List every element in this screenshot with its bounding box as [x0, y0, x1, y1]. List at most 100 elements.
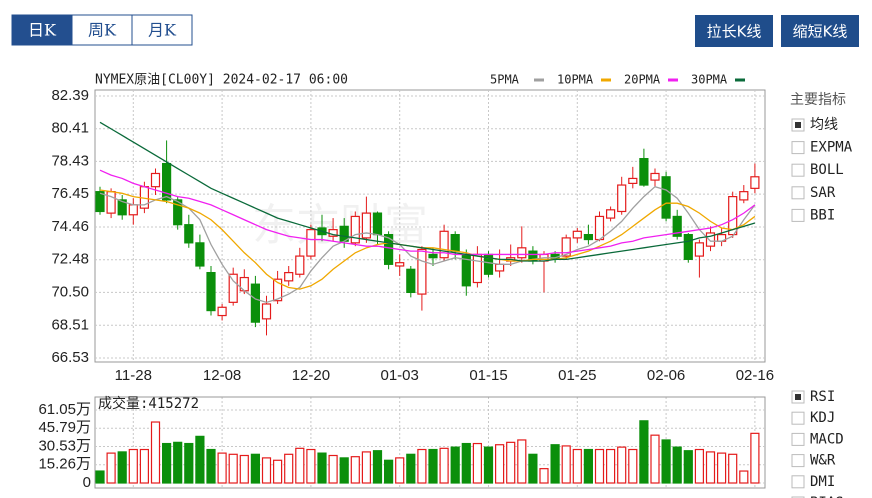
volume-bar — [517, 439, 527, 484]
candle-body — [728, 196, 738, 236]
volume-bar — [439, 447, 449, 484]
volume-bar — [683, 450, 693, 484]
candle-body — [117, 199, 127, 216]
indicator-option[interactable]: W&R — [810, 453, 836, 469]
x-tick-label: 02-06 — [647, 367, 685, 384]
volume-bar — [583, 448, 594, 484]
candle-body — [428, 253, 438, 259]
checkbox[interactable] — [791, 411, 805, 425]
candle-body — [739, 191, 749, 201]
candle-body — [450, 233, 460, 252]
candle-body — [661, 176, 671, 219]
volume-bar — [561, 445, 571, 484]
x-tick-label: 01-25 — [558, 367, 596, 384]
checkbox[interactable] — [791, 475, 805, 489]
candle-body — [273, 278, 283, 302]
volume-bar — [306, 448, 316, 484]
indicator-option[interactable]: KDJ — [810, 410, 835, 426]
y-tick-label: 70.50 — [51, 283, 89, 300]
tab[interactable] — [11, 14, 73, 46]
volume-bar — [628, 448, 638, 484]
checkbox[interactable] — [791, 141, 805, 155]
button[interactable] — [781, 15, 859, 47]
volume-bar — [284, 453, 294, 484]
tab-label[interactable]: 月K — [148, 21, 177, 40]
candle-body — [495, 263, 505, 272]
indicator-option[interactable]: RSI — [810, 389, 835, 405]
volume-bar — [617, 446, 627, 484]
volume-bar — [672, 446, 682, 484]
indicator-option[interactable]: MACD — [810, 431, 844, 447]
volume-bar — [594, 448, 605, 484]
ma-line — [99, 185, 756, 304]
volume-bar — [705, 451, 716, 484]
volume-bar — [328, 454, 338, 484]
volume-bar — [739, 470, 749, 484]
volume-bar — [339, 457, 349, 484]
indicator-option[interactable]: SAR — [810, 185, 836, 201]
indicator-option[interactable]: BBI — [810, 207, 835, 223]
candle-body — [639, 158, 649, 186]
x-tick-label: 11-28 — [115, 367, 152, 384]
plot-frame — [94, 396, 766, 489]
legend-label: 10PMA — [557, 73, 594, 87]
indicator-option[interactable]: BOLL — [810, 162, 844, 178]
volume-bar — [417, 448, 427, 484]
x-tick-label: 01-03 — [381, 367, 419, 384]
volume-bar — [95, 470, 105, 484]
checkbox[interactable] — [791, 454, 805, 468]
candle-body — [361, 212, 371, 239]
indicator-option[interactable]: BIAS — [810, 495, 844, 498]
button-label[interactable]: 拉长K线 — [707, 23, 762, 41]
volume-bar — [150, 421, 161, 484]
volume-bar — [239, 454, 249, 484]
candle-body — [628, 177, 638, 184]
volume-bar — [539, 468, 549, 484]
checkbox[interactable] — [791, 163, 805, 177]
volume-bar — [506, 441, 516, 484]
tab[interactable] — [131, 14, 193, 46]
candle-body — [694, 242, 705, 257]
volume-title: 成交量:415272 — [98, 395, 199, 412]
candle-body — [517, 247, 527, 259]
candle-body — [705, 232, 716, 247]
indicator-option[interactable]: EXPMA — [810, 140, 853, 156]
candle-body — [605, 209, 616, 219]
legend-label: 30PMA — [691, 73, 728, 87]
volume-bar — [572, 448, 582, 484]
candle-body — [173, 199, 183, 226]
tab-label[interactable]: 日K — [28, 21, 57, 40]
tab[interactable] — [71, 14, 133, 46]
volume-bar — [228, 453, 238, 484]
candle-body — [561, 237, 571, 257]
volume-bar — [406, 453, 416, 484]
indicator-title: 主要指标 — [790, 92, 846, 108]
ma-line — [99, 189, 756, 290]
indicator-option[interactable]: DMI — [810, 474, 835, 490]
volume-bar — [661, 439, 671, 484]
x-tick-label: 12-20 — [292, 367, 330, 384]
tab-label[interactable]: 周K — [88, 21, 117, 40]
volume-bar — [372, 450, 383, 484]
candle-body — [106, 191, 116, 214]
volume-bar — [350, 456, 360, 484]
y-tick-label: 76.45 — [51, 185, 89, 202]
button[interactable] — [695, 15, 773, 47]
candle-body — [150, 172, 161, 188]
checkbox[interactable] — [791, 208, 805, 222]
candle-body — [284, 271, 294, 282]
volume-bar — [139, 448, 149, 484]
candle-body — [206, 271, 216, 312]
checkbox[interactable] — [791, 432, 805, 446]
x-tick-label: 01-15 — [469, 367, 507, 384]
volume-bar — [483, 446, 494, 484]
volume-bar — [250, 453, 260, 484]
indicator-option[interactable]: 均线 — [810, 117, 838, 133]
checkbox[interactable] — [791, 186, 805, 200]
x-tick-label: 02-16 — [736, 367, 774, 384]
button-label[interactable]: 缩短K线 — [793, 23, 848, 41]
candle-body — [95, 191, 105, 213]
candle-body — [617, 184, 627, 213]
candle-body — [472, 253, 482, 284]
